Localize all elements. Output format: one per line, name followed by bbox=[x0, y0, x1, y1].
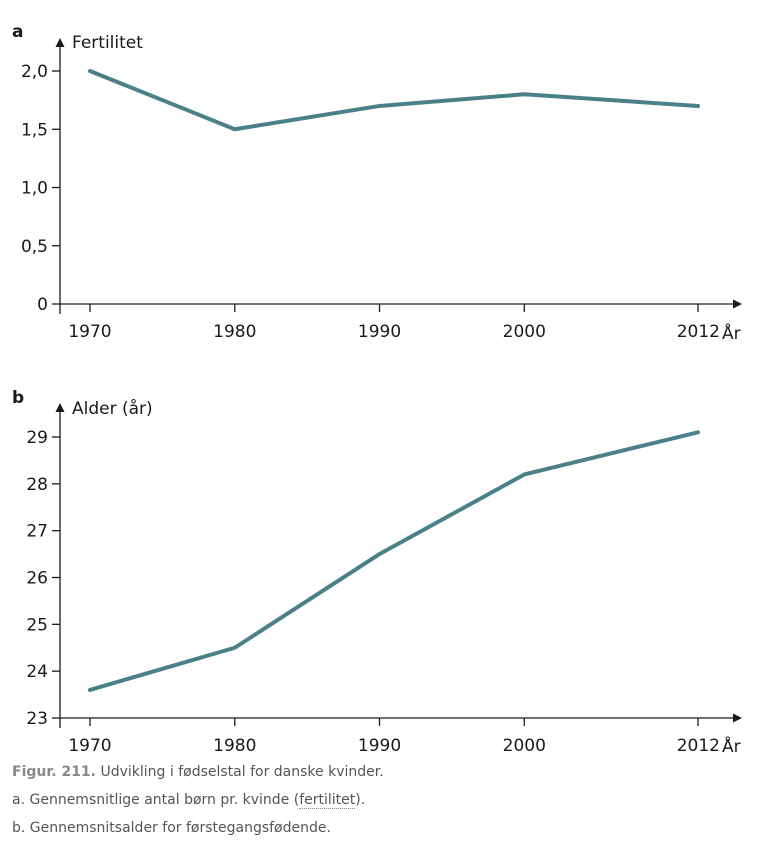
y-axis-arrow-icon bbox=[55, 403, 65, 412]
y-tick-label: 2,0 bbox=[21, 62, 48, 82]
caption-a-text: a. Gennemsnitlige antal børn pr. kvinde … bbox=[12, 792, 300, 808]
series-line-a bbox=[88, 69, 700, 132]
y-tick-label: 0 bbox=[37, 295, 48, 315]
y-tick-label: 25 bbox=[26, 615, 48, 635]
x-axis-arrow-icon bbox=[733, 299, 742, 309]
data-point bbox=[377, 552, 382, 556]
figure-number: Figur. 211. bbox=[12, 764, 96, 780]
series-line-b bbox=[88, 430, 700, 692]
x-tick-label: 2012 bbox=[677, 736, 720, 756]
figure-caption-a: a. Gennemsnitlige antal børn pr. kvinde … bbox=[12, 792, 366, 809]
y-axis-arrow-icon bbox=[55, 38, 65, 47]
data-point bbox=[233, 127, 237, 131]
y-tick-label: 0,5 bbox=[21, 237, 48, 257]
y-tick-label: 26 bbox=[26, 569, 48, 589]
y-tick-label: 23 bbox=[26, 709, 48, 729]
panel-b-age-chart: b Alder (år) År 23 24 25 26 27 28 29 1970 1980 19… bbox=[12, 388, 742, 757]
caption-b-text: b. Gennemsnitsalder for førstegangsføden… bbox=[12, 820, 331, 836]
x-tick-label: 2012 bbox=[677, 322, 720, 342]
figure-title: Udvikling i fødselstal for danske kvinde… bbox=[100, 764, 384, 780]
panel-a-fertility-chart: a Fertilitet År 0 0,5 1,0 1,5 2,0 1970 1980 199… bbox=[12, 22, 742, 344]
x-tick-label: 1990 bbox=[358, 736, 401, 756]
x-tick-label: 1980 bbox=[213, 736, 256, 756]
data-point bbox=[377, 104, 382, 108]
panel-letter-b: b bbox=[12, 388, 24, 408]
caption-a-end: ). bbox=[355, 792, 366, 808]
x-tick-label: 1970 bbox=[68, 322, 111, 342]
chart-canvas: a Fertilitet År 0 0,5 1,0 1,5 2,0 1970 1980 199… bbox=[12, 22, 742, 757]
x-axis-title-b: År bbox=[722, 735, 741, 757]
y-axis-title-a: Fertilitet bbox=[72, 33, 143, 53]
y-tick-label: 1,0 bbox=[21, 179, 48, 199]
data-point bbox=[696, 104, 700, 108]
x-axis-arrow-icon bbox=[733, 713, 742, 723]
y-tick-label: 1,5 bbox=[21, 120, 48, 140]
panel-letter-a: a bbox=[12, 22, 23, 42]
x-tick-label: 1990 bbox=[358, 322, 401, 342]
x-tick-label: 2000 bbox=[503, 322, 546, 342]
y-tick-label: 29 bbox=[26, 428, 48, 448]
data-point bbox=[522, 472, 526, 477]
x-axis-title-a: År bbox=[722, 322, 741, 344]
y-tick-label: 27 bbox=[26, 522, 48, 542]
data-point bbox=[233, 646, 237, 650]
y-axis-title-b: Alder (år) bbox=[72, 398, 153, 419]
data-point bbox=[88, 69, 92, 73]
figure-caption-b: b. Gennemsnitsalder for førstegangsføden… bbox=[12, 820, 331, 836]
y-tick-label: 28 bbox=[26, 475, 48, 495]
x-tick-label: 1970 bbox=[68, 736, 111, 756]
data-point bbox=[88, 688, 92, 692]
fertilitet-glossary-link[interactable]: fertilitet bbox=[299, 792, 356, 809]
figure-caption-title: Figur. 211. Udvikling i fødselstal for d… bbox=[12, 764, 384, 780]
data-point bbox=[696, 430, 700, 434]
y-tick-label: 24 bbox=[26, 662, 48, 682]
data-point bbox=[522, 92, 526, 96]
x-tick-label: 1980 bbox=[213, 322, 256, 342]
x-tick-label: 2000 bbox=[503, 736, 546, 756]
